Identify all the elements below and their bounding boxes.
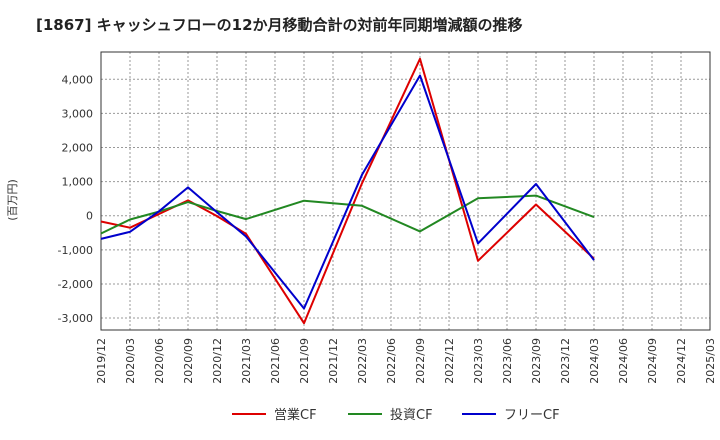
y-tick-label: 4,000 — [62, 73, 94, 86]
x-tick-label: 2019/12 — [95, 338, 108, 384]
x-tick-label: 2022/06 — [385, 338, 398, 384]
x-tick-label: 2024/09 — [646, 338, 659, 384]
series-line-投資CF — [100, 194, 595, 235]
plot-frame — [100, 51, 711, 331]
x-tick-label: 2024/06 — [617, 338, 630, 384]
y-tick-label: -2,000 — [58, 278, 93, 291]
y-axis-label: (百万円) — [6, 179, 19, 221]
y-tick-label: 1,000 — [62, 176, 94, 189]
series-line-フリーCF — [100, 74, 595, 310]
x-tick-label: 2023/06 — [501, 338, 514, 384]
x-tick-label: 2021/12 — [327, 338, 340, 384]
x-tick-label: 2020/06 — [153, 338, 166, 384]
y-tick-label: 0 — [86, 210, 93, 223]
chart-title: [1867] キャッシュフローの12か月移動合計の対前年同期増減額の推移 — [36, 16, 523, 34]
legend-label: フリーCF — [504, 408, 560, 423]
x-tick-label: 2021/09 — [298, 338, 311, 384]
y-tick-label: 3,000 — [62, 107, 94, 120]
x-tick-label: 2021/06 — [269, 338, 282, 384]
x-tick-label: 2023/09 — [530, 338, 543, 384]
y-axis-ticks: 4,000 3,000 2,000 1,000 0 -1,000 -2,000 -3,000 — [58, 73, 93, 325]
x-axis-ticks: 2019/12 2020/03 2020/06 2020/09 2020/12 2021/… — [95, 338, 717, 384]
series-lines — [100, 57, 595, 325]
legend-label: 営業CF — [274, 407, 317, 423]
y-tick-label: -3,000 — [58, 312, 93, 325]
legend-label: 投資CF — [390, 407, 433, 423]
x-tick-label: 2025/03 — [704, 338, 717, 384]
x-tick-label: 2022/03 — [356, 338, 369, 384]
gridlines — [101, 52, 710, 330]
x-tick-label: 2022/09 — [414, 338, 427, 384]
y-tick-label: 2,000 — [62, 142, 94, 155]
x-tick-label: 2023/12 — [559, 338, 572, 384]
y-tick-label: -1,000 — [58, 244, 93, 257]
legend: 営業CF 投資CF フリーCF — [232, 407, 560, 423]
x-tick-label: 2024/12 — [675, 338, 688, 384]
x-tick-label: 2020/09 — [182, 338, 195, 384]
x-tick-label: 2020/12 — [211, 338, 224, 384]
x-tick-label: 2024/03 — [588, 338, 601, 384]
x-tick-label: 2022/12 — [443, 338, 456, 384]
series-line-営業CF — [100, 57, 595, 325]
x-tick-label: 2023/03 — [472, 338, 485, 384]
x-tick-label: 2021/03 — [240, 338, 253, 384]
x-tick-label: 2020/03 — [124, 338, 137, 384]
